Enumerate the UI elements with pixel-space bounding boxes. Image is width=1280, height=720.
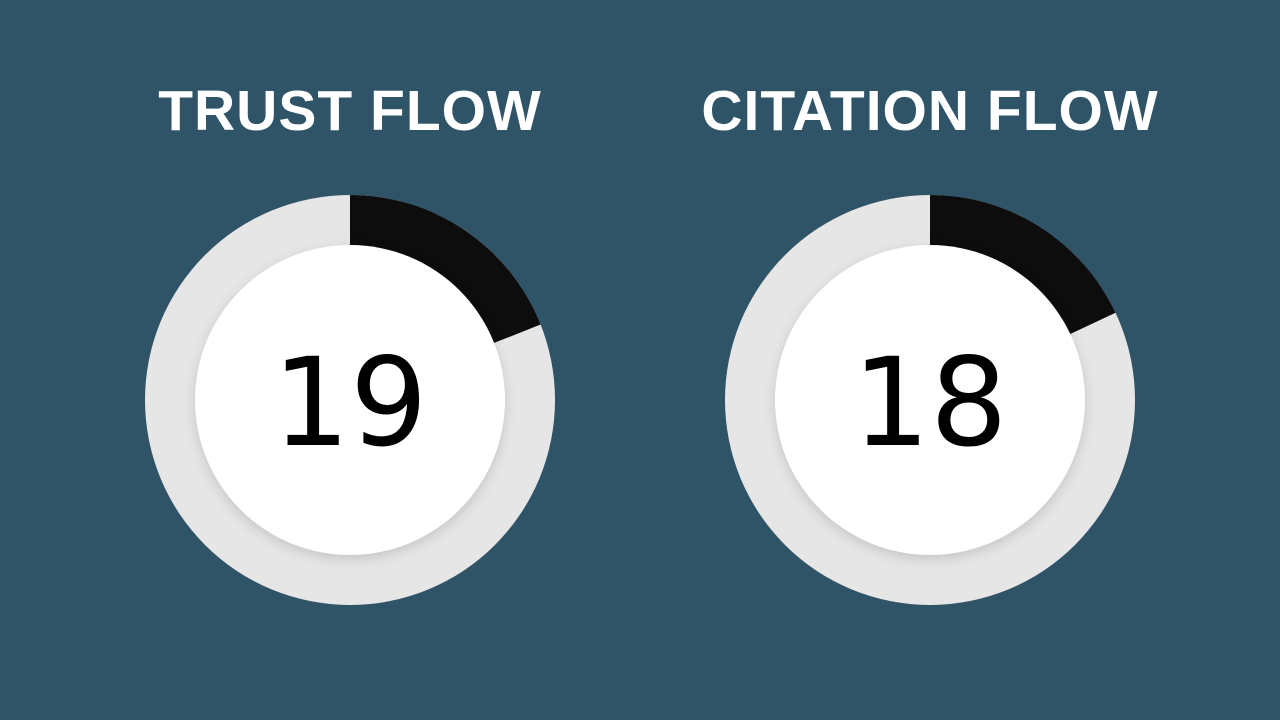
trust-flow-donut-svg <box>145 195 555 605</box>
gauge-card-citation-flow: CITATION FLOW 18 <box>701 78 1158 720</box>
donut-value-arc <box>930 195 1116 337</box>
gauge-card-trust-flow: TRUST FLOW 19 <box>140 78 560 720</box>
citation-flow-donut-chart: 18 <box>725 195 1135 605</box>
donut-center-disc <box>195 245 505 555</box>
donut-value-arc <box>350 195 541 345</box>
citation-flow-value: 18 <box>852 332 1008 474</box>
gauge-title-citation-flow: CITATION FLOW <box>701 79 1159 143</box>
citation-flow-donut-svg <box>725 195 1135 605</box>
donut-center-disc <box>775 245 1085 555</box>
trust-flow-donut-chart: 19 <box>145 195 555 605</box>
gauge-title-trust-flow: TRUST FLOW <box>158 79 542 143</box>
trust-flow-value: 19 <box>272 332 428 474</box>
